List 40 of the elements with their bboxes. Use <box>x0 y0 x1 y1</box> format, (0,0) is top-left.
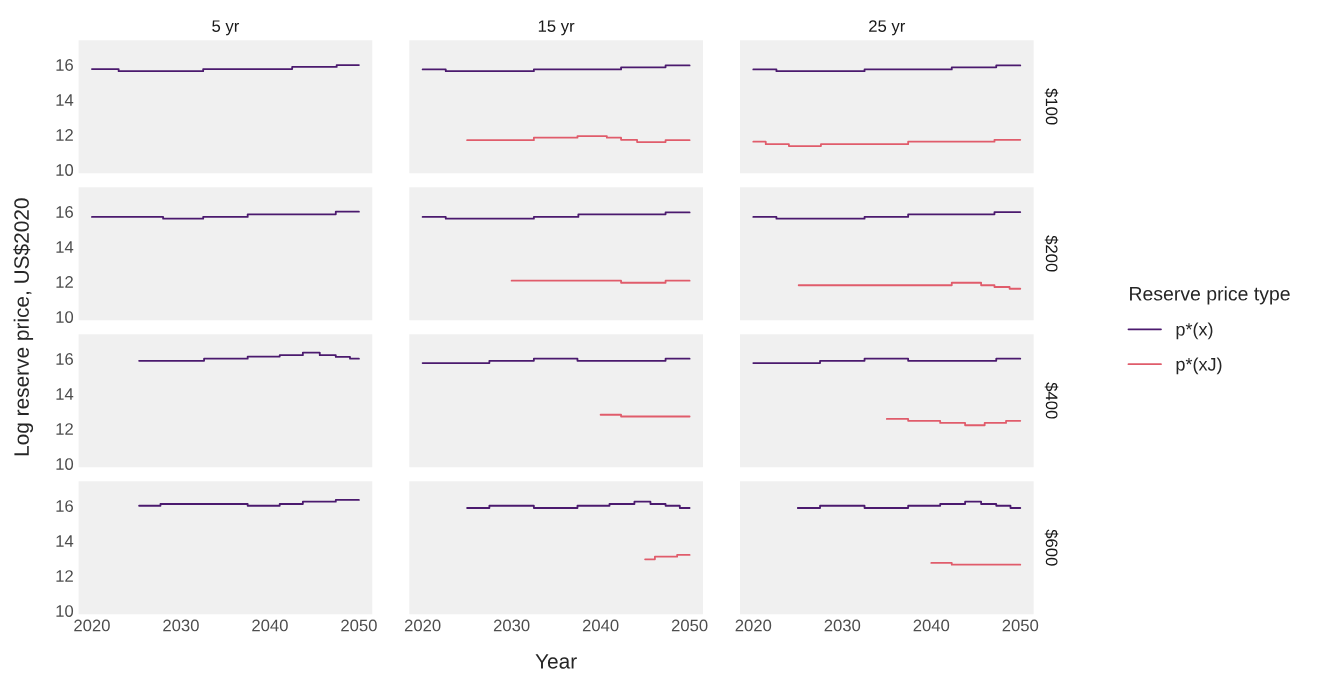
y-tick-label: 16 <box>56 206 73 218</box>
legend-title: Reserve price type <box>1130 286 1290 305</box>
x-tick-label: 2050 <box>341 619 377 632</box>
legend-label: p*(x) <box>1176 322 1213 340</box>
y-tick-label: 12 <box>56 276 73 288</box>
text: $200 <box>1044 235 1059 272</box>
y-tick-label: 16 <box>56 59 73 71</box>
x-tick-label: 2050 <box>1002 619 1039 632</box>
x-tick-label: 2030 <box>163 619 199 632</box>
y-tick-label: 10 <box>56 458 74 470</box>
x-tick-label: 2050 <box>671 619 708 632</box>
legend-label: p*(xJ) <box>1176 357 1222 375</box>
x-tick-label: 2040 <box>913 619 950 632</box>
y-axis-title: Log reserve price, US$2020 <box>13 198 34 456</box>
x-tick-label: 2040 <box>252 619 288 632</box>
y-tick-label: 14 <box>56 535 74 547</box>
x-tick-label: 2030 <box>493 619 530 632</box>
text: $400 <box>1044 382 1059 419</box>
y-tick-label: 14 <box>56 94 74 106</box>
y-tick-label: 10 <box>56 605 74 617</box>
chart-title: 5 yr <box>212 20 240 36</box>
chart-title: 15 yr <box>538 20 575 36</box>
text: $100 <box>1044 88 1059 125</box>
x-tick-label: 2020 <box>735 619 772 632</box>
y-tick-label: 14 <box>56 388 74 400</box>
text: $600 <box>1044 529 1059 566</box>
y-tick-label: 10 <box>56 311 74 323</box>
x-tick-label: 2040 <box>582 619 619 632</box>
chart-title: 25 yr <box>869 20 906 36</box>
y-tick-label: 16 <box>56 500 73 512</box>
y-tick-label: 12 <box>56 129 73 141</box>
y-tick-label: 10 <box>56 164 74 176</box>
x-tick-label: 2030 <box>824 619 861 632</box>
x-tick-label: 2020 <box>404 619 441 632</box>
y-tick-label: 16 <box>56 353 73 365</box>
y-tick-label: 14 <box>56 241 74 253</box>
y-tick-label: 12 <box>56 423 73 435</box>
x-tick-label: 2020 <box>74 619 110 632</box>
y-tick-label: 12 <box>56 570 73 582</box>
x-axis-title: Year <box>535 654 577 669</box>
